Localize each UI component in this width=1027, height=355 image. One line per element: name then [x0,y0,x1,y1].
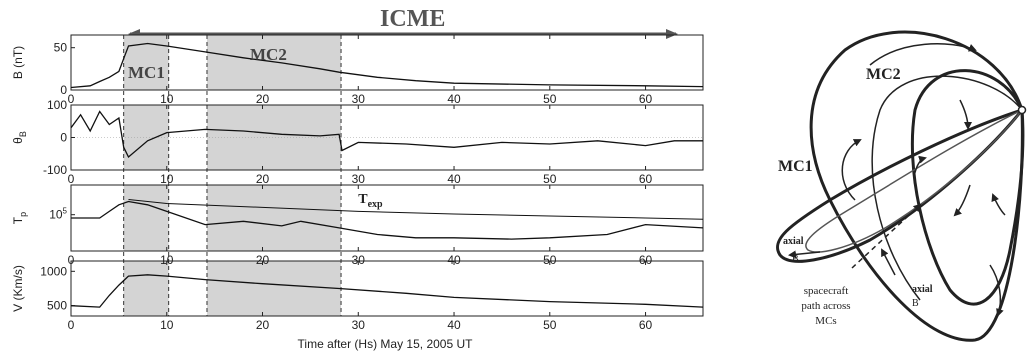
diagram-axial2-label: axial [912,284,933,295]
axial-arrow-2 [881,248,896,276]
panel-0: 0 10 20 30 40 50 60 0 50 B (nT) [11,34,704,106]
x-tick-label: 10 [160,318,174,332]
y-axis-label: B (nT) [11,46,25,79]
y-tick-label: 105 [49,207,67,222]
x-tick-label: 30 [352,318,366,332]
x-tick-label: 40 [447,92,461,106]
x-tick-label: 0 [68,172,75,186]
flux-rope-diagram: MC2 MC1 axial B axial B spacecraft path … [776,30,1027,342]
y-axis-label: θB [11,131,28,144]
mc1-label: MC1 [128,63,165,82]
series-line-1-0 [70,110,703,159]
diagram-axial1-label: axial [783,236,804,247]
x-tick-label: 10 [160,253,174,267]
mc2-shade-panel-1 [206,105,342,170]
x-tick-label: 10 [160,172,174,186]
x-tick-label: 50 [543,172,557,186]
x-tick-label: 40 [447,253,461,267]
series-line-2-1 [71,200,704,240]
y-tick-label: 50 [54,41,68,55]
panel-3: 0 10 20 30 40 50 60 500 1000 V (Km/s) [11,260,704,332]
x-tick-label: 60 [639,92,653,106]
mc1-shade-panel-3 [123,261,169,316]
diagram-mc2-label: MC2 [866,66,901,83]
mc2-shade-panel-3 [206,261,342,316]
y-tick-label: 1000 [40,264,67,278]
x-tick-label: 60 [639,253,653,267]
y-tick-label: 500 [47,299,67,313]
x-tick-label: 30 [352,92,366,106]
series-line-0-0 [70,42,704,89]
y-tick-label: -100 [43,163,67,177]
field-line-6 [959,99,972,130]
diagram-path-line3: MCs [815,315,836,327]
diagram-b1-label: B [792,254,799,265]
x-tick-label: 0 [68,318,75,332]
x-tick-label: 50 [543,318,557,332]
mc1-shade-panel-2 [123,185,169,251]
y-tick-label: 0 [60,131,67,145]
x-tick-label: 0 [68,253,75,267]
mc2-mid-loop [871,75,1023,301]
texp-annotation: Texp [358,192,383,210]
diagram-path-line2: path across [801,300,850,312]
mc2-shade-panel-2 [206,185,342,251]
x-tick-label: 20 [256,253,270,267]
icme-title: ICME [380,6,445,32]
x-tick-label: 20 [256,318,270,332]
y-axis-label-sub: B [18,131,28,137]
panel-frame [70,34,704,91]
field-line-1 [841,139,862,201]
y-tick-label: 0 [60,83,67,97]
texp-annotation-sub: exp [368,199,383,210]
mc2-inner-loop [910,69,1025,306]
y-tick-exponent: 5 [63,207,68,216]
series-line-2-0 [128,199,704,220]
x-axis-label: Time after (Hs) May 15, 2005 UT [298,337,474,351]
field-line-7 [991,193,1006,216]
x-tick-label: 60 [639,318,653,332]
x-tick-label: 0 [68,92,75,106]
field-line-3 [913,155,927,186]
panel-2: 0 10 20 30 40 50 60 105 Tp Texp [11,184,704,267]
x-tick-label: 30 [352,172,366,186]
spacecraft-point [1017,105,1027,115]
x-tick-label: 30 [352,253,366,267]
panel-frame [70,260,704,317]
x-tick-label: 40 [447,172,461,186]
axial-arrow-1 [788,250,821,259]
mc-shading [123,35,342,316]
diagram-mc1-label: MC1 [778,158,813,175]
field-line-4 [953,184,971,217]
y-axis-label-sub: p [18,212,28,217]
x-tick-label: 20 [256,92,270,106]
y-tick-label: 100 [47,98,67,112]
field-line-2 [869,43,977,66]
x-tick-label: 50 [543,253,557,267]
icme-header: ICME [128,6,678,39]
diagram-path-line1: spacecraft [804,285,849,297]
x-tick-label: 50 [543,92,557,106]
x-tick-label: 40 [447,318,461,332]
x-tick-label: 60 [639,172,653,186]
x-tick-label: 10 [160,92,174,106]
mc2-label: MC2 [250,45,287,64]
spacecraft-path [851,203,922,269]
mc1-tube-outer [776,108,1024,263]
y-axis-label: Tp [11,212,28,224]
x-tick-label: 20 [256,172,270,186]
field-line-5 [989,264,1004,317]
series-line-3-0 [70,274,704,308]
diagram-b2-label: B [912,298,919,309]
y-axis-label: V (Km/s) [11,265,25,312]
